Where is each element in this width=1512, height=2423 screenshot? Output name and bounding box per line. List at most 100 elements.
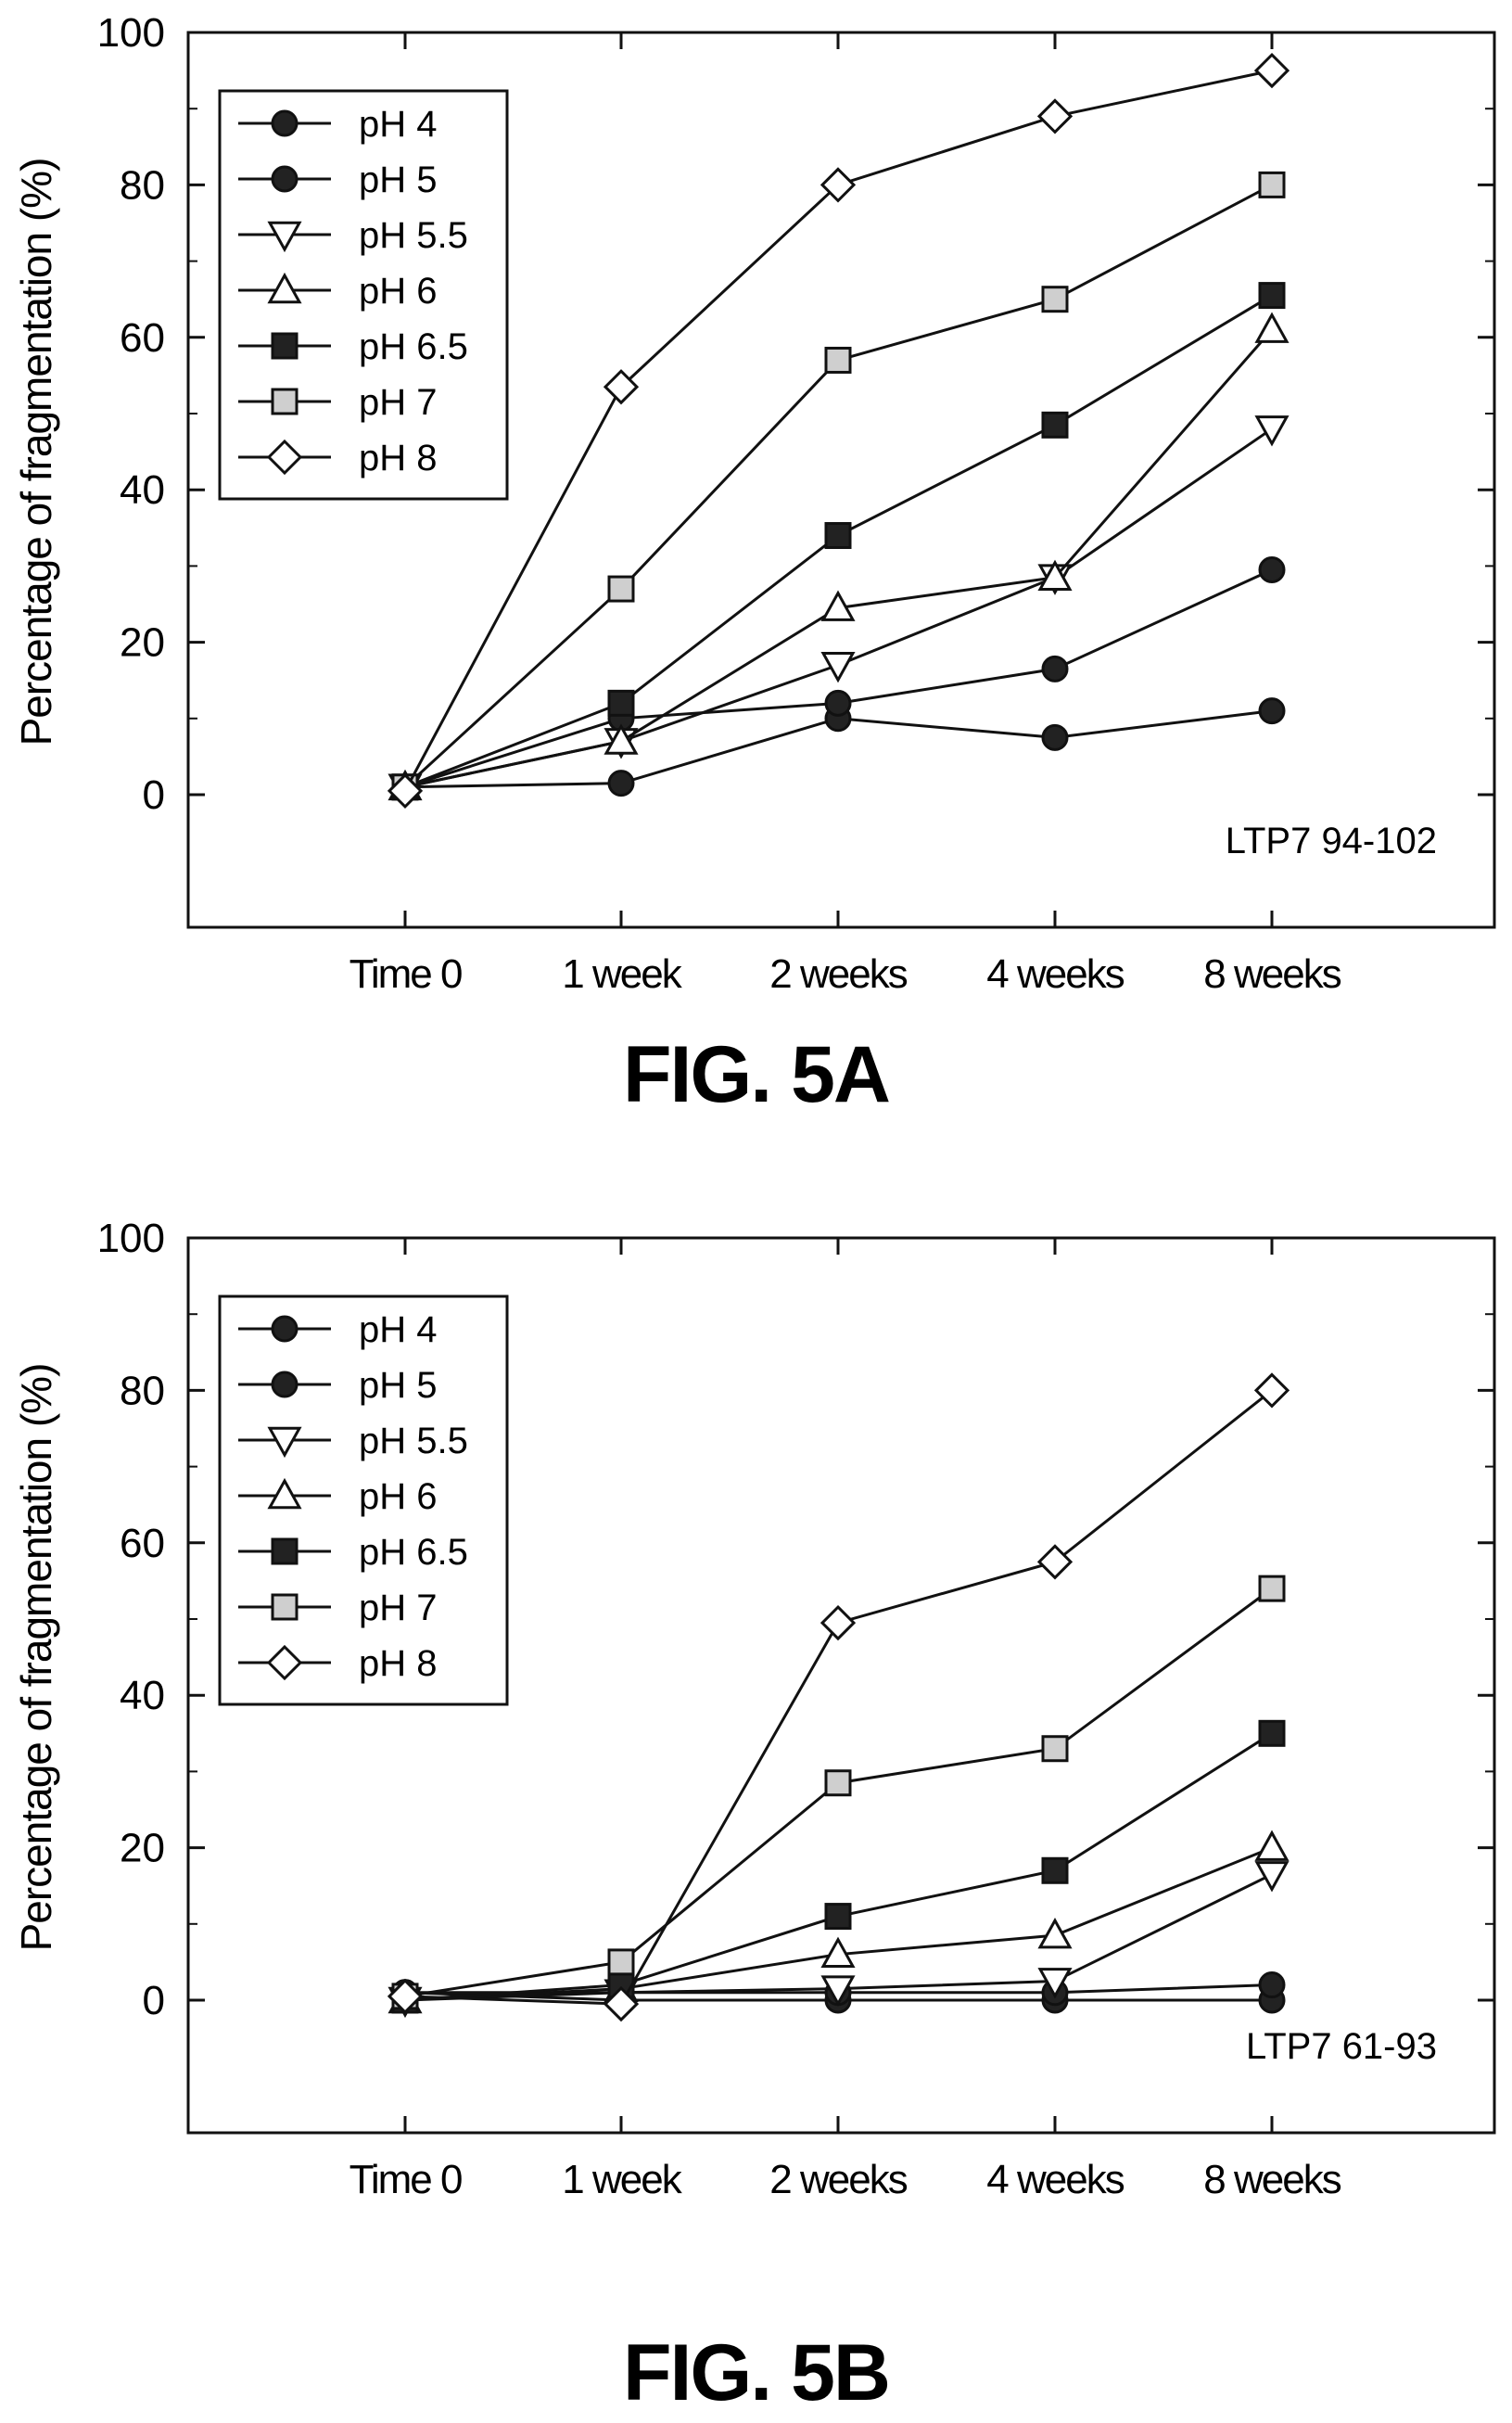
data-point [603,1985,640,2022]
legend-marker [271,165,299,193]
data-point [1041,723,1069,751]
legend-item: pH 5 [238,159,438,200]
legend: pH 4 pH 5 pH 5.5 pH 6 pH 6.5 pH 7 pH 8 [218,89,509,501]
legend-marker [267,1426,302,1459]
y-tick-label: 20 [120,620,165,666]
data-point [1036,1544,1074,1580]
legend-marker [271,1593,299,1621]
legend-marker [271,1371,299,1398]
y-tick-label: 0 [143,772,165,818]
x-tick-label: Time 0 [349,2157,462,2202]
legend-label: pH 5 [359,1365,438,1406]
data-point [1254,1861,1290,1893]
data-point [607,1948,635,1976]
legend-item: pH 5 [238,1365,438,1406]
legend-label: pH 6 [359,271,438,312]
legend-item: pH 5.5 [238,1421,468,1461]
y-tick-label: 60 [120,1521,165,1566]
legend-item: pH 4 [238,104,438,145]
data-point [607,770,635,797]
y-axis: 0 20 40 60 80 100 [97,1216,1494,2023]
data-point [820,1975,856,2007]
data-point [1037,1918,1073,1949]
data-point [820,1604,857,1641]
legend-marker [271,388,299,415]
legend-marker [271,1315,299,1343]
data-point [1041,655,1069,682]
x-tick-label: Time 0 [349,951,462,997]
data-point [607,575,635,603]
data-point [1258,697,1286,725]
legend-marker [271,109,299,137]
data-point [1254,415,1290,447]
x-tick-label: 1 week [562,2157,682,2202]
chart-annotation: LTP7 61-93 [1246,2026,1437,2067]
x-tick-label: 2 weeks [769,951,907,997]
legend-label: pH 7 [359,1588,438,1628]
data-point [604,723,639,755]
data-point [1254,312,1290,343]
data-point [1041,286,1069,313]
data-point [820,1936,856,1968]
legend-label: pH 8 [359,1643,438,1684]
legend-marker [267,272,302,304]
legend-item: pH 8 [238,438,438,478]
data-point [1037,1968,1073,1999]
y-tick-label: 100 [97,10,165,56]
series-ph-8 [387,52,1290,810]
y-tick-label: 40 [120,1673,165,1718]
data-point [1258,171,1286,198]
y-axis: 0 20 40 60 80 100 [97,10,1494,818]
legend-label: pH 5.5 [359,215,468,256]
x-tick-label: 8 weeks [1203,951,1340,997]
data-point [824,1903,852,1931]
legend-label: pH 7 [359,382,438,423]
plot-frame [186,1236,1496,2135]
plot-frame [186,31,1496,929]
legend-item: pH 7 [238,1588,438,1628]
legend: pH 4 pH 5 pH 5.5 pH 6 pH 6.5 pH 7 pH 8 [218,1294,509,1706]
x-axis: Time 0 1 week 2 weeks 4 weeks 8 weeks [349,32,1343,997]
data-point [603,369,640,405]
data-point [824,689,852,717]
legend-label: pH 4 [359,1309,438,1350]
data-point [820,167,857,203]
x-axis: Time 0 1 week 2 weeks 4 weeks 8 weeks [349,1238,1343,2202]
legend-label: pH 6 [359,1476,438,1517]
data-point [1253,52,1290,89]
data-point [387,1978,424,2015]
y-tick-label: 40 [120,467,165,513]
y-tick-label: 80 [120,162,165,208]
figure-5a: 0 20 40 60 80 100 Time 0 1 week 2 weeks 4 weeks 8 … [0,0,1512,1205]
y-tick-label: 100 [97,1216,165,1261]
legend-label: pH 6.5 [359,326,468,367]
figure-caption: FIG. 5B [622,2328,891,2417]
x-tick-label: 1 week [562,951,682,997]
data-point [824,522,852,550]
legend-box [218,1294,509,1706]
data-point [1041,1856,1069,1884]
legend-label: pH 8 [359,438,438,478]
legend-item: pH 6 [238,1476,438,1517]
legend-marker [266,439,303,476]
legend-item: pH 6 [238,271,438,312]
data-point [1258,1971,1286,1999]
y-axis-label: Percentage of fragmentation (%) [12,1364,60,1952]
y-tick-label: 60 [120,315,165,361]
legend-item: pH 6.5 [238,1532,468,1573]
data-point [1258,282,1286,310]
data-point [607,689,635,717]
legend-label: pH 5 [359,159,438,200]
data-point [1041,411,1069,439]
series-ph-8 [387,1372,1290,2022]
data-point [824,1769,852,1797]
legend-label: pH 6.5 [359,1532,468,1573]
x-tick-label: 4 weeks [986,2157,1124,2202]
legend-item: pH 7 [238,382,438,423]
data-point [1258,1575,1286,1602]
x-tick-label: 8 weeks [1203,2157,1340,2202]
legend-item: pH 8 [238,1643,438,1684]
legend-marker [266,1644,303,1681]
figure-5b: 0 20 40 60 80 100 Time 0 1 week 2 weeks 4 weeks 8 … [0,1205,1512,2423]
x-tick-label: 2 weeks [769,2157,907,2202]
